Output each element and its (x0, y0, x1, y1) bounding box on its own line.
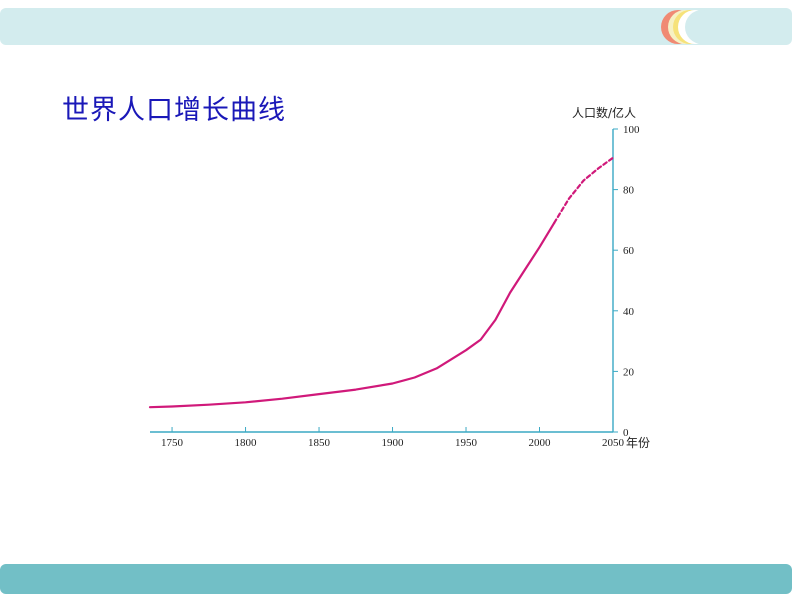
chart-axes (150, 129, 614, 433)
x-tick-label: 1800 (235, 437, 258, 449)
x-tick-label: 1900 (382, 437, 405, 449)
x-tick-label: 2050 (602, 437, 625, 449)
projection-line (553, 156, 615, 224)
y-tick-label: 60 (623, 245, 635, 257)
x-tick-label: 1750 (161, 437, 184, 449)
y-tick-label: 100 (623, 124, 640, 136)
x-tick-label: 1850 (308, 437, 331, 449)
x-tick-label: 1950 (455, 437, 478, 449)
bottom-banner (0, 564, 792, 594)
y-tick-label: 80 (623, 185, 635, 197)
chart-series (148, 156, 615, 409)
x-tick-label: 2000 (529, 437, 552, 449)
slide-title: 世界人口增长曲线 (62, 95, 286, 126)
decorative-circles-icon (661, 10, 715, 44)
top-banner (0, 8, 792, 45)
y-axis-label: 人口数/亿人 (572, 106, 637, 120)
y-tick-label: 40 (623, 306, 635, 318)
y-tick-label: 20 (623, 366, 635, 378)
x-axis-unit-label: 年份 (626, 436, 651, 450)
population-line (148, 221, 556, 409)
y-tick-label: 0 (623, 427, 629, 439)
